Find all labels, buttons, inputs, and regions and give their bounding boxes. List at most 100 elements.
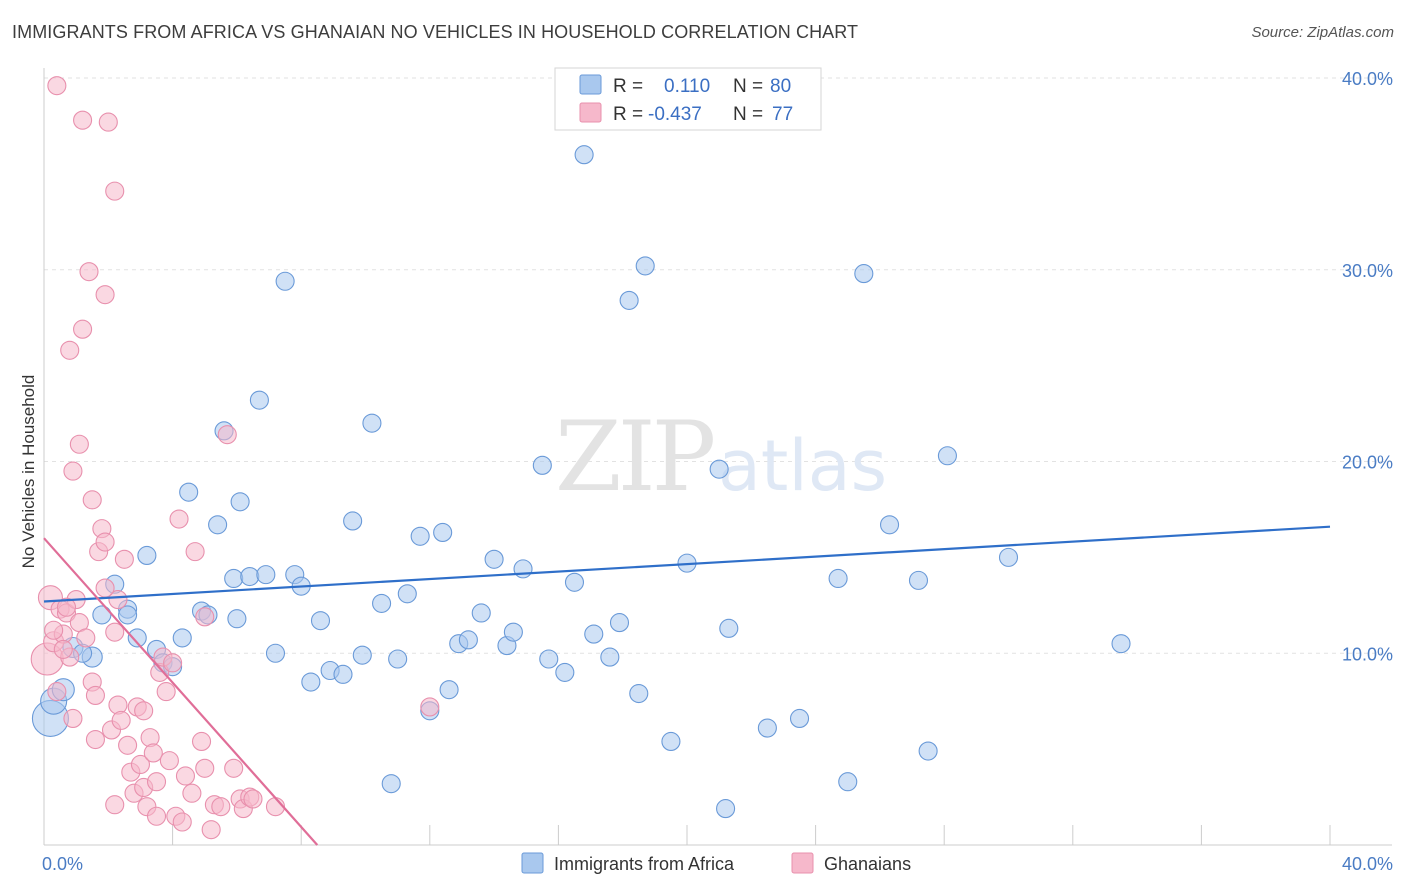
bottom-legend-swatch-ghanaians (791, 852, 814, 874)
bottom-legend-label-africa: Immigrants from Africa (554, 854, 735, 874)
legend-n-value-africa: 80 (770, 76, 791, 97)
point-ghanaians-45 (217, 425, 237, 445)
point-ghanaians-18 (108, 695, 128, 715)
point-africa-25 (265, 643, 286, 663)
point-ghanaians-29 (146, 772, 167, 792)
point-africa-48 (503, 622, 523, 642)
legend-n-label-africa: N = (733, 76, 763, 97)
point-africa-9 (127, 628, 147, 648)
point-ghanaians-53 (73, 110, 93, 130)
point-africa-65 (716, 799, 736, 819)
point-africa-41 (433, 522, 453, 542)
point-ghanaians-37 (175, 766, 196, 786)
point-africa-32 (333, 664, 353, 684)
point-africa-34 (352, 645, 372, 665)
point-ghanaians-17 (105, 622, 125, 642)
point-africa-74 (998, 547, 1019, 567)
y-tick-label-2: 30.0% (1342, 261, 1393, 281)
point-africa-10 (137, 545, 157, 566)
point-africa-49 (513, 559, 533, 579)
chart-title: IMMIGRANTS FROM AFRICA VS GHANAIAN NO VE… (12, 22, 859, 42)
point-africa-50 (532, 455, 552, 475)
point-africa-63 (709, 459, 729, 479)
point-ghanaians-76 (63, 708, 83, 728)
point-africa-53 (564, 572, 585, 592)
point-africa-42 (439, 680, 459, 700)
point-ghanaians-28 (143, 743, 163, 763)
y-tick-label-0: 10.0% (1342, 644, 1393, 664)
point-ghanaians-67 (163, 653, 183, 673)
point-ghanaians-74 (195, 607, 215, 627)
point-ghanaians-35 (169, 509, 189, 529)
point-ghanaians-23 (114, 549, 134, 569)
point-africa-22 (240, 566, 260, 587)
point-africa-68 (838, 772, 858, 792)
legend-n-label-ghanaians: N = (733, 104, 763, 125)
point-africa-60 (635, 256, 655, 276)
legend-r-label-ghanaians: R = (613, 104, 643, 125)
trend-line-ghanaians (43, 537, 319, 846)
point-ghanaians-15 (95, 532, 115, 552)
x-tick-label-1: 40.0% (1342, 854, 1393, 874)
source-label: Source: ZipAtlas.com (1251, 24, 1394, 41)
legend-r-label-africa: R = (613, 76, 643, 97)
point-africa-77 (381, 774, 401, 794)
bottom-legend-label-ghanaians: Ghanaians (824, 854, 911, 874)
point-ghanaians-36 (172, 812, 192, 832)
point-africa-15 (179, 482, 199, 502)
point-africa-37 (388, 649, 408, 669)
trend-line-africa (43, 525, 1331, 603)
point-africa-39 (410, 526, 430, 546)
legend-n-value-ghanaians: 77 (772, 104, 793, 125)
point-ghanaians-42 (201, 820, 221, 840)
legend-r-value-africa: 0.110 (664, 76, 710, 97)
point-africa-57 (609, 613, 630, 633)
point-africa-18 (208, 515, 228, 535)
point-africa-38 (397, 584, 417, 604)
point-africa-59 (629, 683, 649, 704)
point-africa-56 (600, 647, 620, 667)
point-ghanaians-62 (63, 461, 83, 481)
point-africa-71 (879, 515, 900, 535)
point-ghanaians-46 (224, 758, 244, 778)
series-ghanaians (30, 76, 440, 840)
point-africa-30 (310, 611, 331, 631)
point-ghanaians-58 (95, 285, 115, 305)
point-ghanaians-65 (108, 590, 128, 610)
point-africa-46 (484, 549, 504, 569)
point-ghanaians-75 (146, 806, 167, 826)
legend-swatch-ghanaians (579, 102, 602, 123)
point-africa-44 (458, 630, 478, 650)
point-ghanaians-64 (56, 597, 77, 617)
point-africa-35 (362, 413, 382, 433)
point-africa-24 (256, 565, 276, 585)
point-ghanaians-12 (85, 685, 105, 705)
point-ghanaians-60 (60, 340, 80, 360)
point-africa-14 (172, 628, 192, 648)
point-africa-66 (757, 718, 777, 738)
point-africa-51 (539, 649, 559, 669)
point-ghanaians-44 (211, 797, 231, 817)
point-africa-61 (661, 731, 681, 752)
point-ghanaians-52 (420, 697, 440, 717)
point-africa-64 (719, 618, 739, 638)
data-points (30, 76, 1131, 840)
point-ghanaians-20 (118, 735, 138, 755)
point-ghanaians-10 (76, 628, 96, 648)
point-africa-72 (908, 570, 929, 590)
point-ghanaians-33 (159, 751, 179, 771)
trend-lines (43, 525, 1331, 846)
bottom-legend-swatch-africa (521, 852, 544, 874)
x-tick-labels: 0.0% 40.0% (42, 854, 1393, 874)
point-africa-70 (854, 264, 874, 284)
point-africa-78 (227, 609, 247, 629)
point-africa-73 (937, 446, 957, 466)
point-africa-67 (789, 708, 810, 728)
point-ghanaians-41 (195, 758, 215, 778)
point-ghanaians-50 (243, 789, 263, 809)
point-africa-52 (555, 662, 575, 682)
point-africa-36 (372, 593, 392, 613)
watermark: ZIP atlas (555, 401, 887, 513)
point-ghanaians-56 (105, 181, 125, 201)
